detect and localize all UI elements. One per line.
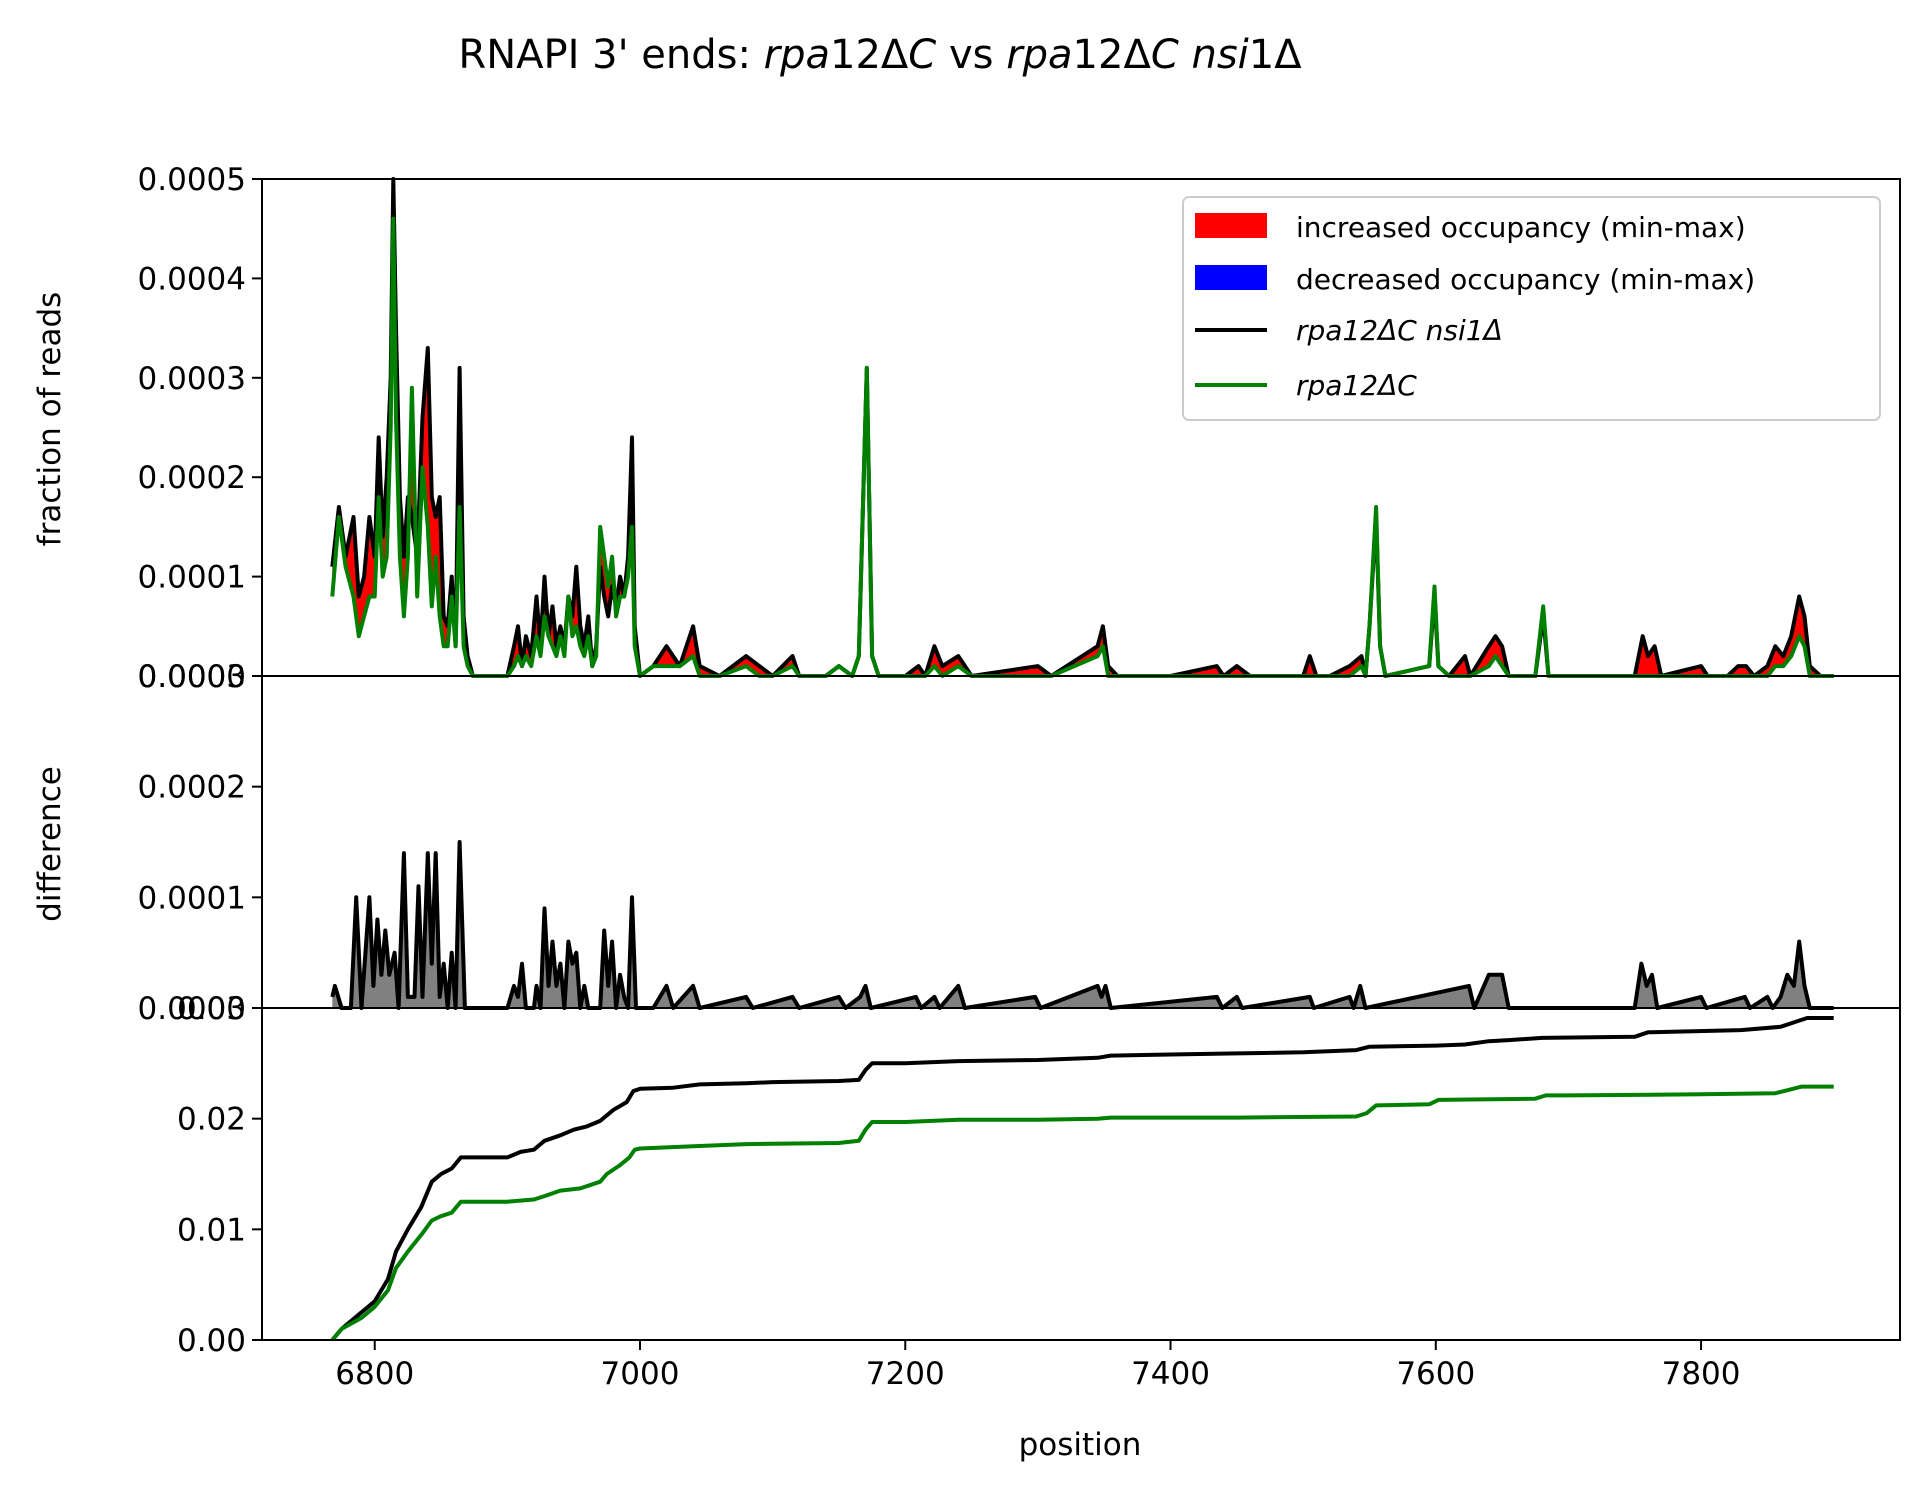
legend-swatch-increased [1195, 213, 1267, 238]
axes-frame [261, 1007, 1901, 1341]
legend-label-decreased: decreased occupancy (min-max) [1296, 263, 1755, 296]
legend-label-increased: increased occupancy (min-max) [1296, 211, 1746, 244]
title-num-2: 12Δ [1073, 32, 1152, 78]
title-c-1: C [908, 32, 936, 78]
series-line-wild [330, 1084, 1834, 1342]
y-tick-label: 0.0001 [138, 560, 246, 596]
title-gene-1: rpa [764, 32, 830, 78]
y-tick-label: 0.03 [177, 991, 246, 1027]
legend-label-wild: rpa12ΔC [1296, 369, 1417, 402]
x-axis: 6800 7000 7200 7400 7600 7800 [335, 1340, 1741, 1392]
y-tick-label: 0.0000 [138, 991, 246, 1027]
x-tick-label: 7600 [1396, 1356, 1475, 1392]
legend: increased occupancy (min-max) decreased … [1182, 196, 1881, 421]
title-space [1179, 32, 1192, 78]
title-num-3: 1Δ [1249, 32, 1302, 78]
title-gene-2: rpa [1006, 32, 1072, 78]
legend-frame [1182, 196, 1881, 421]
panel-cumulative: 0.00 0.01 0.02 0.03 [177, 991, 1901, 1359]
title-num-1: 12Δ [830, 32, 909, 78]
title-prefix: RNAPI 3' ends: [458, 32, 763, 78]
y-tick-label: 0.0001 [138, 880, 246, 916]
y-tick-label: 0.0003 [138, 361, 246, 397]
y-tick-label: 0.0002 [138, 770, 246, 806]
x-tick-label: 7000 [601, 1356, 680, 1392]
legend-swatch-decreased [1195, 265, 1267, 290]
y-tick-label: 0.0000 [138, 659, 246, 695]
x-tick-label: 6800 [335, 1356, 414, 1392]
y-tick-label: 0.0002 [138, 460, 246, 496]
y-label-fraction: fraction of reads [32, 292, 68, 547]
y-tick-label: 0.01 [177, 1212, 246, 1248]
series-line-mutant [330, 177, 1834, 678]
chart-title: RNAPI 3' ends: rpa12ΔC vs rpa12ΔC nsi1Δ [458, 32, 1302, 78]
y-tick-label: 0.00 [177, 1323, 246, 1359]
y-tick-label: 0.0005 [138, 162, 246, 198]
x-label-position: position [1019, 1427, 1142, 1463]
y-label-difference: difference [32, 766, 68, 922]
title-c-2: C [1151, 32, 1179, 78]
title-vs: vs [936, 32, 1006, 78]
y-tick-label: 0.0004 [138, 261, 246, 297]
title-gene-3: nsi [1191, 32, 1248, 78]
x-tick-label: 7200 [866, 1356, 945, 1392]
y-tick-label: 0.02 [177, 1102, 246, 1138]
legend-label-mutant: rpa12ΔC nsi1Δ [1296, 314, 1503, 347]
y-tick-label: 0.0003 [138, 659, 246, 695]
x-tick-label: 7800 [1662, 1356, 1741, 1392]
series-line-mutant [330, 1016, 1834, 1342]
x-tick-label: 7400 [1131, 1356, 1210, 1392]
